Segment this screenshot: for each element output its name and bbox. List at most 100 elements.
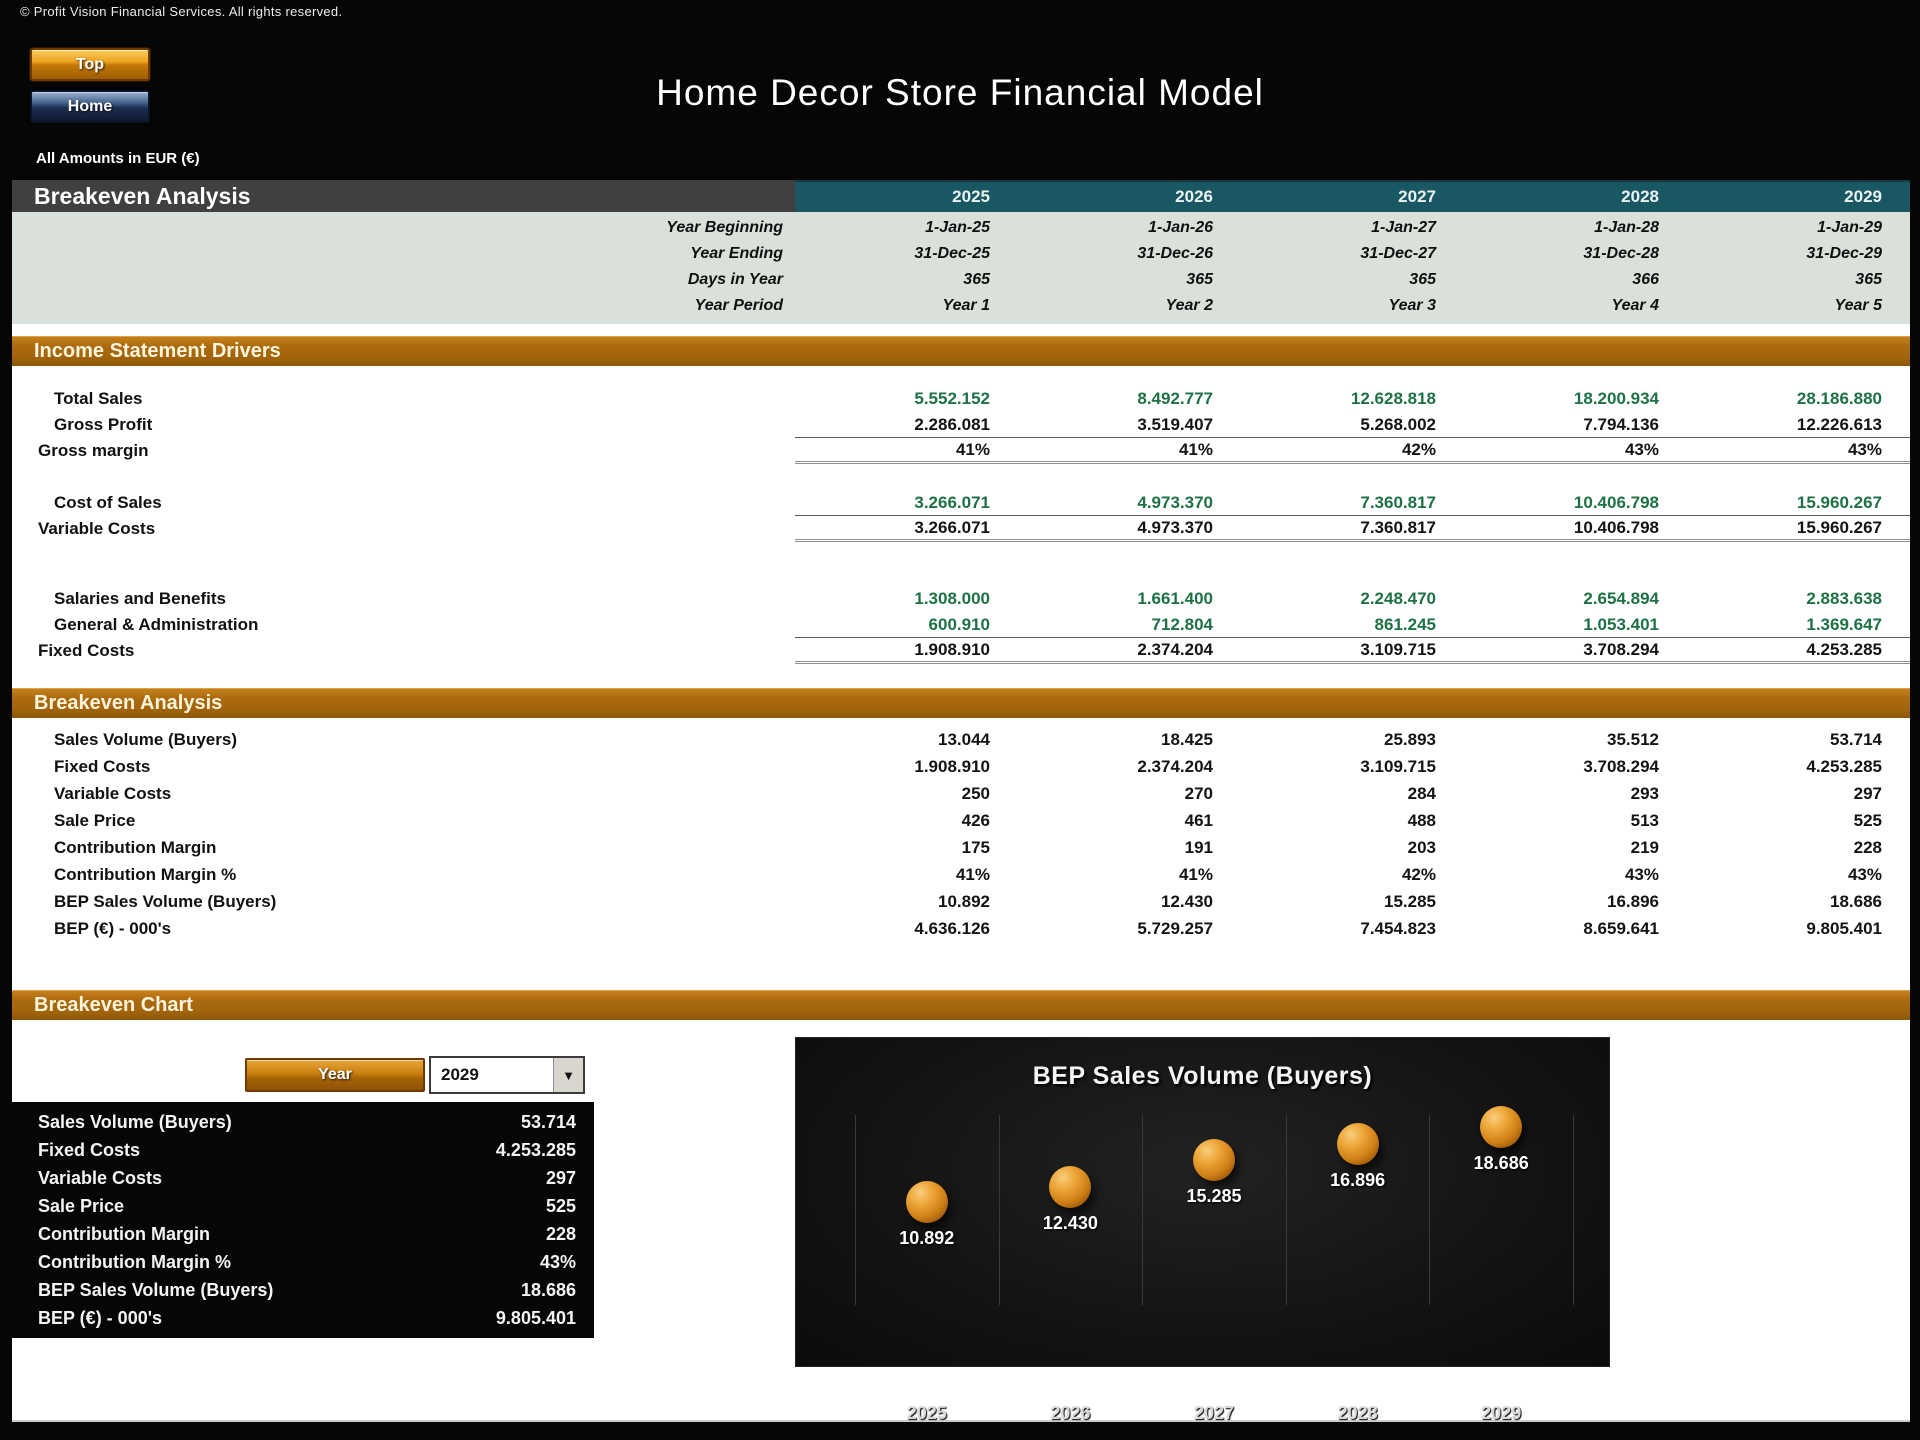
row-value: 7.360.817 [1241, 490, 1464, 516]
row-value: 4.253.285 [1806, 756, 1882, 776]
row-label: Fixed Costs [38, 641, 135, 660]
row-label: Fixed Costs [54, 756, 151, 776]
row-value: 13.044 [938, 729, 990, 749]
row-value: 8.659.641 [1583, 918, 1659, 938]
summary-row: Contribution Margin % 43% [12, 1248, 594, 1276]
meta-row: Year Ending 31-Dec-25 31-Dec-26 31-Dec-2… [12, 241, 1910, 267]
summary-row: Fixed Costs 4.253.285 [12, 1136, 594, 1164]
home-button[interactable]: Home [30, 90, 150, 123]
breakeven-row: BEP (€) - 000's 4.636.126 5.729.257 7.45… [12, 915, 1910, 942]
chart-bubble [1480, 1106, 1523, 1149]
income-row: Salaries and Benefits 1.308.000 1.661.40… [12, 586, 1910, 612]
row-value: 1.053.401 [1464, 612, 1687, 638]
chart-gridline [1142, 1115, 1144, 1305]
chart-category-label: 2028 [1337, 1403, 1378, 1423]
meta-label: Days in Year [687, 271, 783, 288]
meta-value: 365 [1855, 271, 1882, 288]
row-value: 175 [961, 837, 990, 857]
row-label: Salaries and Benefits [54, 589, 226, 608]
summary-label: Fixed Costs [38, 1139, 141, 1160]
chart-category-label: 2026 [1050, 1403, 1091, 1423]
row-value: 219 [1630, 837, 1659, 857]
year-header-cell: 2025 [795, 180, 1018, 212]
summary-value: 9.805.401 [495, 1307, 576, 1328]
top-button[interactable]: Top [30, 48, 150, 81]
income-row: Gross margin 41% 41% 42% 43% 43% [12, 438, 1910, 464]
chart-area: Year 2029 ▼ Sales Volume (Buyers) 53.714… [12, 1020, 1910, 1426]
chart-value-label: 15.285 [1186, 1185, 1242, 1206]
meta-value: 31-Dec-26 [1137, 245, 1213, 262]
row-value: 42% [1401, 864, 1436, 884]
row-value: 525 [1853, 810, 1882, 830]
meta-band: Year Beginning 1-Jan-25 1-Jan-26 1-Jan-2… [12, 212, 1910, 324]
chart-value-label: 16.896 [1330, 1170, 1386, 1191]
row-value: 2.883.638 [1806, 589, 1882, 608]
summary-table: Sales Volume (Buyers) 53.714 Fixed Costs… [12, 1102, 594, 1338]
row-value: 2.654.894 [1583, 589, 1659, 608]
row-label: Total Sales [54, 389, 143, 408]
row-label: Gross Profit [54, 415, 153, 434]
meta-value: Year 3 [1388, 297, 1436, 314]
row-value: 18.425 [1161, 729, 1213, 749]
chart-gridline [855, 1115, 856, 1305]
income-row: Variable Costs 3.266.071 4.973.370 7.360… [12, 516, 1910, 542]
row-value: 293 [1630, 783, 1659, 803]
row-value: 228 [1853, 837, 1882, 857]
table-title: Breakeven Analysis [12, 180, 795, 212]
row-value: 250 [961, 783, 990, 803]
row-value: 12.430 [1161, 891, 1213, 911]
year-filter-button[interactable]: Year [245, 1058, 425, 1092]
summary-label: Sales Volume (Buyers) [38, 1111, 232, 1132]
chart-gridline [1573, 1115, 1574, 1305]
amounts-note: All Amounts in EUR (€) [36, 150, 200, 167]
summary-value: 297 [545, 1167, 576, 1188]
meta-value: Year 1 [942, 297, 990, 314]
row-value: 43% [1464, 438, 1687, 464]
meta-value: Year 4 [1611, 297, 1659, 314]
row-value: 43% [1687, 438, 1910, 464]
page-title: Home Decor Store Financial Model [656, 72, 1264, 113]
row-value: 1.369.647 [1687, 612, 1910, 638]
row-value: 2.374.204 [1018, 638, 1241, 664]
chart-value-label: 12.430 [1042, 1212, 1098, 1233]
meta-value: 1-Jan-26 [1148, 219, 1213, 236]
row-value: 2.248.470 [1360, 589, 1436, 608]
row-value: 16.896 [1607, 891, 1659, 911]
meta-value: 1-Jan-25 [925, 219, 990, 236]
row-value: 15.960.267 [1687, 490, 1910, 516]
copyright-text: © Profit Vision Financial Services. All … [20, 4, 343, 19]
meta-value: 1-Jan-28 [1594, 219, 1659, 236]
year-dropdown-value: 2029 [441, 1065, 479, 1084]
row-value: 8.492.777 [1137, 389, 1213, 408]
chart-category-label: 2027 [1193, 1403, 1235, 1423]
year-header-cell: 2028 [1464, 180, 1687, 212]
row-value: 10.892 [938, 891, 990, 911]
row-label: Sales Volume (Buyers) [54, 729, 237, 749]
chart-category-label: 2029 [1481, 1403, 1522, 1423]
row-value: 25.893 [1384, 729, 1436, 749]
row-value: 43% [1624, 864, 1659, 884]
chart-gridline [1285, 1115, 1287, 1305]
row-value: 5.268.002 [1241, 412, 1464, 438]
row-value: 203 [1407, 837, 1436, 857]
summary-label: Contribution Margin % [38, 1251, 231, 1272]
row-value: 5.552.152 [914, 389, 990, 408]
summary-label: Contribution Margin [38, 1223, 210, 1244]
row-label: Sale Price [54, 810, 136, 830]
table-header-row: Breakeven Analysis 2025 2026 2027 2028 2029 [12, 180, 1910, 212]
row-value: 7.794.136 [1464, 412, 1687, 438]
chevron-down-icon[interactable]: ▼ [553, 1058, 583, 1092]
row-value: 3.266.071 [795, 490, 1018, 516]
meta-value: Year 2 [1165, 297, 1213, 314]
meta-value: 366 [1632, 271, 1659, 288]
row-label: Gross margin [38, 441, 149, 460]
row-value: 513 [1630, 810, 1659, 830]
row-value: 10.406.798 [1464, 516, 1687, 542]
year-dropdown[interactable]: 2029 ▼ [429, 1056, 585, 1094]
summary-label: BEP (€) - 000's [38, 1307, 163, 1328]
row-value: 41% [1178, 864, 1213, 884]
summary-label: Variable Costs [38, 1167, 163, 1188]
row-value: 18.686 [1830, 891, 1882, 911]
year-header-cell: 2027 [1241, 180, 1464, 212]
row-value: 488 [1407, 810, 1436, 830]
